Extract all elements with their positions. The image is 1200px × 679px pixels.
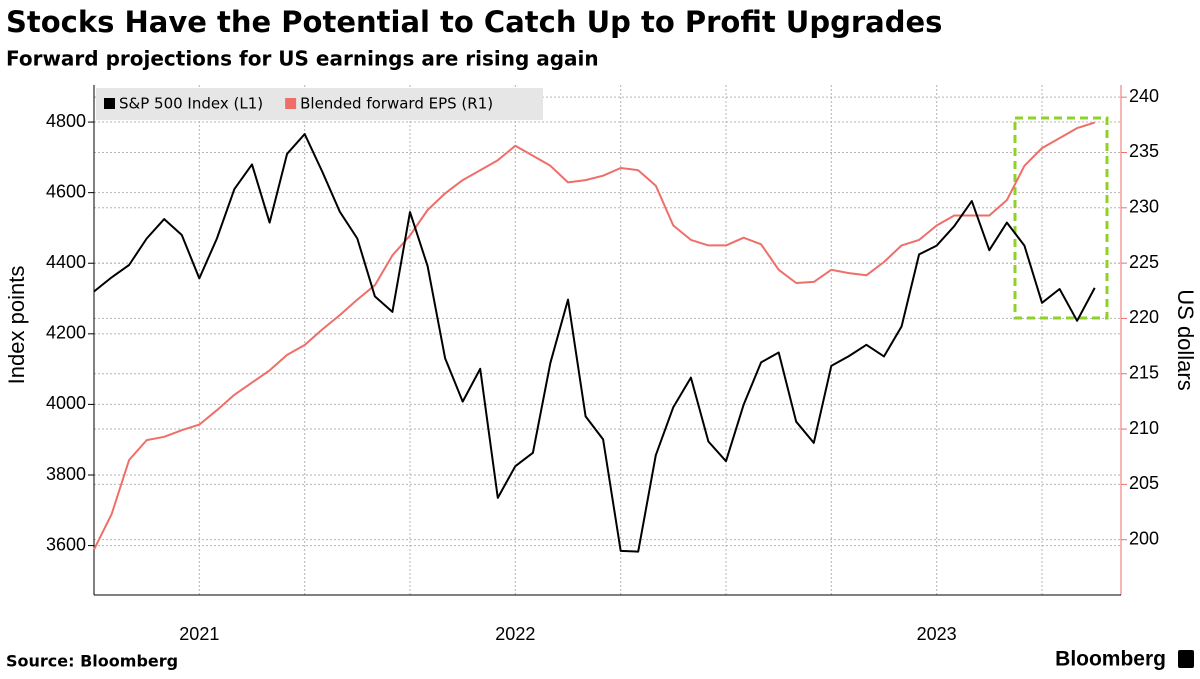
y-tick-label: 4800 bbox=[46, 111, 86, 131]
y2-tick-label: 215 bbox=[1129, 362, 1159, 382]
legend-label: S&P 500 Index (L1) bbox=[119, 95, 263, 113]
y2-tick-label: 225 bbox=[1129, 252, 1159, 272]
y-tick-label: 4200 bbox=[46, 323, 86, 343]
series-line bbox=[93, 121, 1095, 551]
legend-swatch bbox=[285, 98, 297, 109]
legend-label: Blended forward EPS (R1) bbox=[300, 95, 493, 113]
y2-tick-label: 240 bbox=[1129, 86, 1159, 106]
series-line bbox=[93, 133, 1096, 553]
y2-tick-label: 210 bbox=[1129, 418, 1159, 438]
legend-swatch bbox=[104, 98, 115, 109]
source: Source: Bloomberg bbox=[6, 652, 178, 671]
y2-tick-label: 230 bbox=[1129, 197, 1159, 217]
y2-tick-label: 205 bbox=[1129, 473, 1159, 493]
chart-subtitle: Forward projections for US earnings are … bbox=[6, 47, 599, 71]
x-tick-label: 2023 bbox=[917, 624, 957, 644]
brand-icon bbox=[1178, 650, 1194, 668]
y-tick-label: 3800 bbox=[46, 464, 86, 484]
y2-tick-label: 200 bbox=[1129, 528, 1159, 548]
y-axis-label: Index points bbox=[4, 266, 29, 385]
y-tick-label: 4400 bbox=[46, 252, 86, 272]
legend-box bbox=[96, 88, 543, 120]
brand: Bloomberg bbox=[1055, 648, 1166, 671]
x-tick-label: 2022 bbox=[495, 624, 535, 644]
x-tick-label: 2021 bbox=[179, 624, 219, 644]
y2-tick-label: 235 bbox=[1129, 141, 1159, 161]
y2-tick-label: 220 bbox=[1129, 307, 1159, 327]
y-tick-label: 3600 bbox=[46, 534, 86, 554]
y2-axis-label: US dollars bbox=[1173, 289, 1198, 390]
y-tick-label: 4000 bbox=[46, 393, 86, 413]
highlight-box bbox=[1013, 116, 1109, 320]
y-tick-label: 4600 bbox=[46, 181, 86, 201]
chart-title: Stocks Have the Potential to Catch Up to… bbox=[6, 5, 942, 39]
